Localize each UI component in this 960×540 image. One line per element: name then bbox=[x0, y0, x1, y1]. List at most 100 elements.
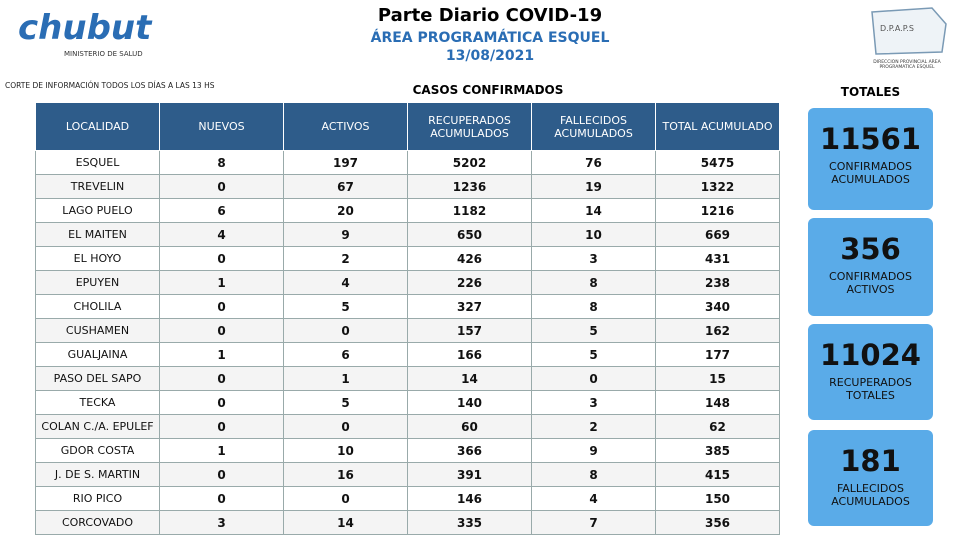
cell: 1 bbox=[283, 366, 408, 391]
cell: 6 bbox=[159, 198, 284, 223]
cell: 1216 bbox=[655, 198, 780, 223]
column-header: TOTAL ACUMULADO bbox=[655, 102, 780, 151]
cell: 4 bbox=[283, 270, 408, 295]
row: RIO PICO 0 0 146 4 150 bbox=[35, 486, 780, 511]
total-box: 356 CONFIRMADOS ACTIVOS bbox=[808, 218, 933, 316]
row: PASO DEL SAPO 0 1 14 0 15 bbox=[35, 366, 780, 391]
cell: 4 bbox=[159, 222, 284, 247]
cell: 0 bbox=[159, 390, 284, 415]
cell: 146 bbox=[407, 486, 532, 511]
cell: GUALJAINA bbox=[35, 342, 160, 367]
row: CORCOVADO 3 14 335 7 356 bbox=[35, 510, 780, 535]
cell: 2 bbox=[531, 414, 656, 439]
cases-table: LOCALIDAD NUEVOS ACTIVOS RECUPERADOS ACUMUL… bbox=[35, 102, 780, 535]
cell: 0 bbox=[159, 294, 284, 319]
cell: 0 bbox=[283, 486, 408, 511]
cell: 385 bbox=[655, 438, 780, 463]
cell: 0 bbox=[531, 366, 656, 391]
cell: 0 bbox=[159, 462, 284, 487]
row: CHOLILA 0 5 327 8 340 bbox=[35, 294, 780, 319]
cell: 356 bbox=[655, 510, 780, 535]
row: J. DE S. MARTIN 0 16 391 8 415 bbox=[35, 462, 780, 487]
cell: 0 bbox=[159, 486, 284, 511]
row: GUALJAINA 1 6 166 5 177 bbox=[35, 342, 780, 367]
cell: 16 bbox=[283, 462, 408, 487]
total-box: 11561 CONFIRMADOS ACUMULADOS bbox=[808, 108, 933, 210]
total-label: FALLECIDOS ACUMULADOS bbox=[831, 482, 910, 508]
logo: chubut bbox=[18, 8, 152, 48]
column-header: NUEVOS bbox=[159, 102, 284, 151]
cell: 15 bbox=[655, 366, 780, 391]
column-header: FALLECIDOS ACUMULADOS bbox=[531, 102, 656, 151]
cell: 197 bbox=[283, 150, 408, 175]
cell: 4 bbox=[531, 486, 656, 511]
cell: 650 bbox=[407, 222, 532, 247]
cell: 10 bbox=[531, 222, 656, 247]
cell: 14 bbox=[407, 366, 532, 391]
cell: 335 bbox=[407, 510, 532, 535]
row: EPUYEN 1 4 226 8 238 bbox=[35, 270, 780, 295]
cell: 5202 bbox=[407, 150, 532, 175]
cell: 150 bbox=[655, 486, 780, 511]
cell: 5 bbox=[283, 294, 408, 319]
cell: CORCOVADO bbox=[35, 510, 160, 535]
cell: 3 bbox=[531, 246, 656, 271]
total-value: 11024 bbox=[820, 338, 921, 372]
cell: 8 bbox=[531, 294, 656, 319]
cell: 0 bbox=[283, 414, 408, 439]
cell: 8 bbox=[159, 150, 284, 175]
cell: 14 bbox=[531, 198, 656, 223]
cell: 7 bbox=[531, 510, 656, 535]
row: EL MAITEN 4 9 650 10 669 bbox=[35, 222, 780, 247]
cell: 415 bbox=[655, 462, 780, 487]
cell: 9 bbox=[531, 438, 656, 463]
cell: 1 bbox=[159, 438, 284, 463]
cell: 166 bbox=[407, 342, 532, 367]
cell: 0 bbox=[159, 366, 284, 391]
note: CORTE DE INFORMACIÓN TODOS LOS DÍAS A LA… bbox=[5, 81, 215, 90]
cell: 1 bbox=[159, 270, 284, 295]
total-label: RECUPERADOS TOTALES bbox=[829, 376, 912, 402]
cell: 9 bbox=[283, 222, 408, 247]
cell: LAGO PUELO bbox=[35, 198, 160, 223]
cell: J. DE S. MARTIN bbox=[35, 462, 160, 487]
total-value: 356 bbox=[840, 232, 901, 266]
cell: 3 bbox=[159, 510, 284, 535]
cell: 60 bbox=[407, 414, 532, 439]
total-box: 11024 RECUPERADOS TOTALES bbox=[808, 324, 933, 420]
row: TECKA 0 5 140 3 148 bbox=[35, 390, 780, 415]
cell: 162 bbox=[655, 318, 780, 343]
totals-title: TOTALES bbox=[840, 85, 901, 99]
cell: 0 bbox=[159, 246, 284, 271]
cell: 8 bbox=[531, 270, 656, 295]
title: Parte Diario COVID-19 bbox=[377, 5, 603, 26]
cell: 1182 bbox=[407, 198, 532, 223]
row: TREVELIN 0 67 1236 19 1322 bbox=[35, 174, 780, 199]
cell: 67 bbox=[283, 174, 408, 199]
column-header: ACTIVOS bbox=[283, 102, 408, 151]
table-title: CASOS CONFIRMADOS bbox=[412, 83, 564, 97]
right-logo-shape bbox=[871, 7, 947, 55]
cell: 0 bbox=[159, 318, 284, 343]
cell: 8 bbox=[531, 462, 656, 487]
total-box: 181 FALLECIDOS ACUMULADOS bbox=[808, 430, 933, 526]
right-logo-caption: DIRECCION PROVINCIAL AREA PROGRAMATICA E… bbox=[873, 60, 941, 70]
cell: 3 bbox=[531, 390, 656, 415]
cell: 5475 bbox=[655, 150, 780, 175]
cell: 148 bbox=[655, 390, 780, 415]
cell: 1236 bbox=[407, 174, 532, 199]
cell: 19 bbox=[531, 174, 656, 199]
logo-subtitle: MINISTERIO DE SALUD bbox=[64, 50, 143, 58]
cell: COLAN C./A. EPULEF bbox=[35, 414, 160, 439]
cell: 366 bbox=[407, 438, 532, 463]
cell: 10 bbox=[283, 438, 408, 463]
row: GDOR COSTA 1 10 366 9 385 bbox=[35, 438, 780, 463]
row: ESQUEL 8 197 5202 76 5475 bbox=[35, 150, 780, 175]
cell: TREVELIN bbox=[35, 174, 160, 199]
cell: RIO PICO bbox=[35, 486, 160, 511]
cell: 177 bbox=[655, 342, 780, 367]
cell: EL MAITEN bbox=[35, 222, 160, 247]
cell: 62 bbox=[655, 414, 780, 439]
cell: 14 bbox=[283, 510, 408, 535]
date: 13/08/2021 bbox=[445, 48, 535, 64]
